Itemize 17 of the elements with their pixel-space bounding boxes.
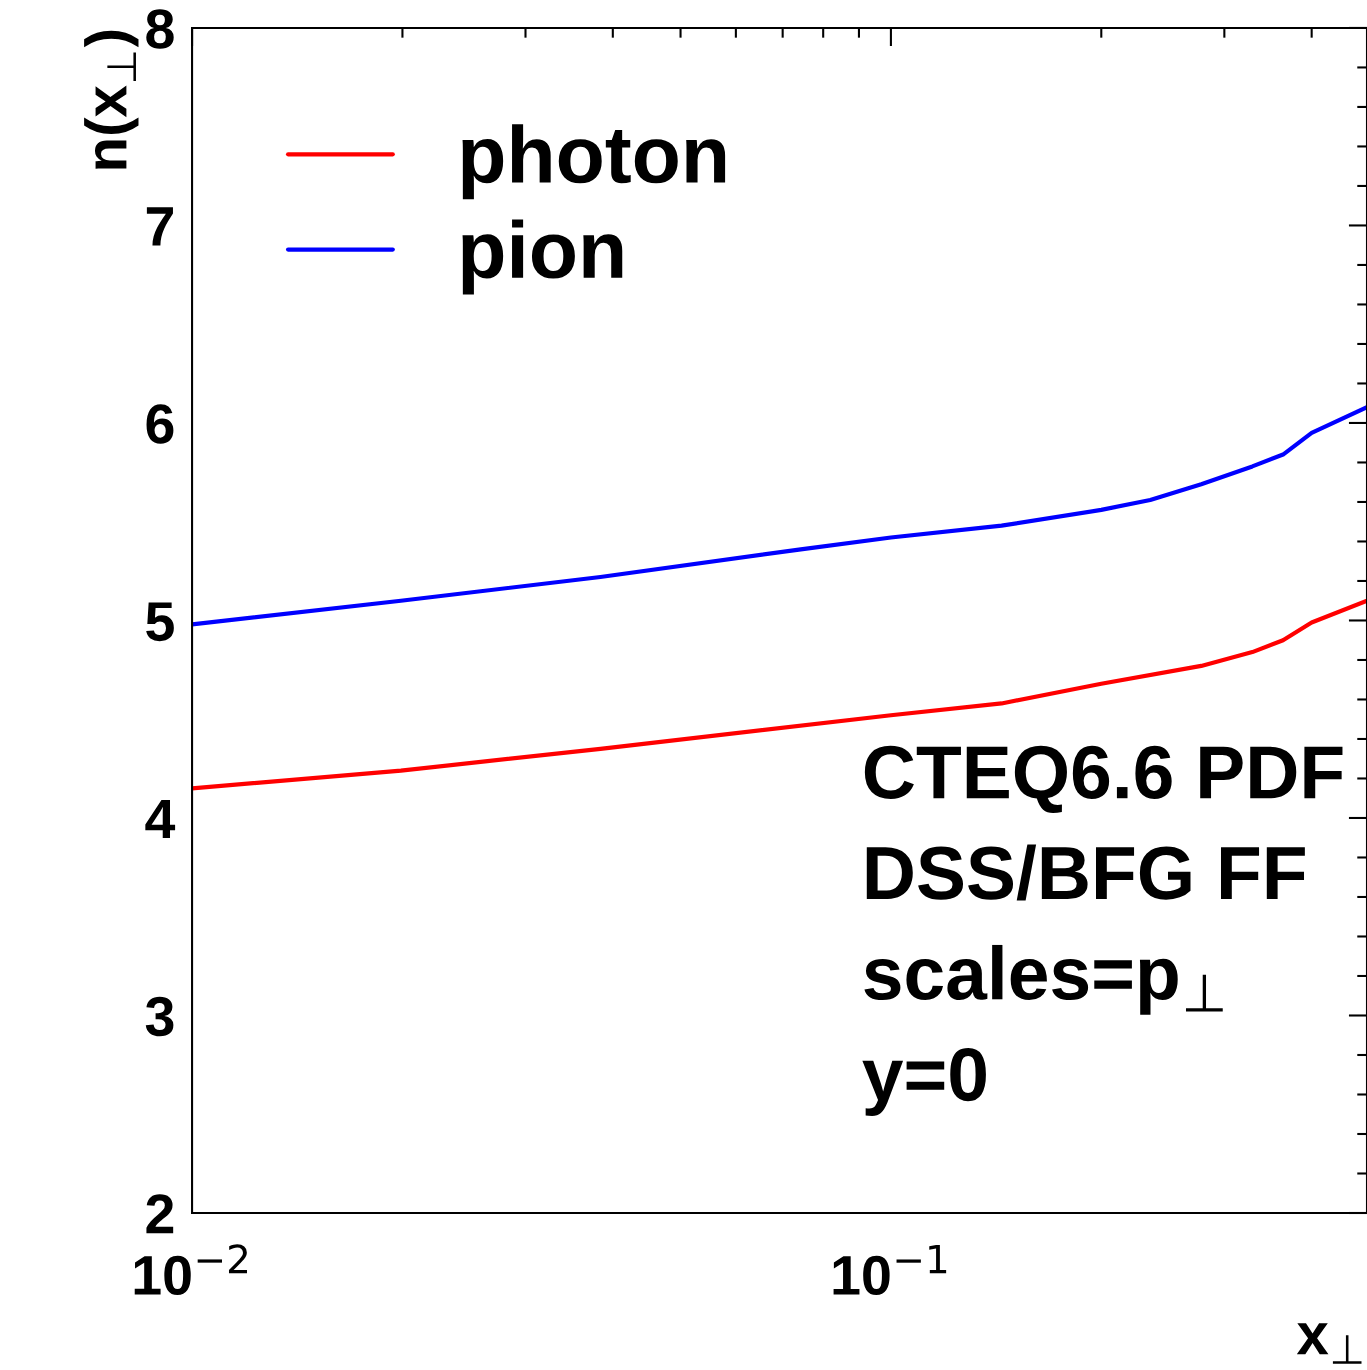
y-tick-label: 4 <box>145 799 176 839</box>
x-tick-label: 10$^{−1}$ <box>833 1244 947 1296</box>
legend-label: photon <box>462 124 726 200</box>
y-tick-label: 8 <box>146 9 174 49</box>
annotation: scales=p$_{⊥}$ <box>864 944 1223 1015</box>
x-axis-title: x$_{⊥}$ <box>1296 1323 1362 1364</box>
x-tick-label: 10$^{−2}$ <box>134 1244 247 1296</box>
y-tick-label: 6 <box>146 404 174 444</box>
y-tick-label: 5 <box>146 602 174 642</box>
y-tick-label: 3 <box>145 996 174 1037</box>
annotation: DSS/BFG FF <box>866 844 1305 901</box>
y-tick-label: 2 <box>146 1194 174 1234</box>
annotation: y=0 <box>862 1048 986 1116</box>
y-tick-label: 7 <box>146 207 173 246</box>
y-axis-title: n(x$_{⊥}$) <box>84 30 139 169</box>
annotation: CTEQ6.6 PDF <box>864 745 1343 813</box>
legend-label: pion <box>462 219 623 295</box>
